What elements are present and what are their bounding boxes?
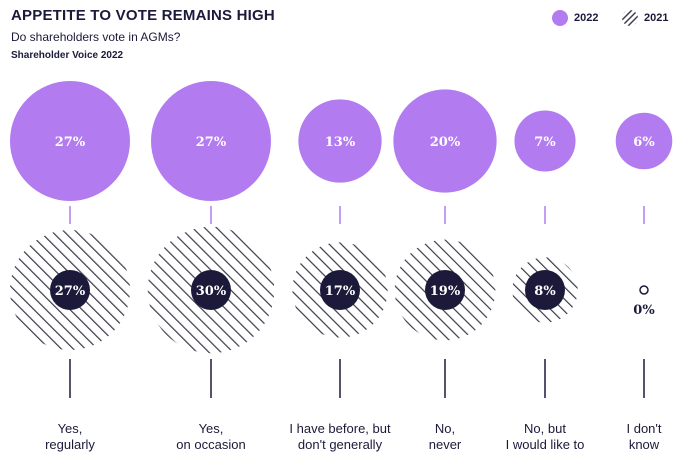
category-label: Yes, bbox=[199, 421, 224, 436]
category-label: regularly bbox=[45, 437, 95, 452]
bubble-2021-core bbox=[50, 270, 90, 310]
bubble-label-2021: 17% bbox=[325, 284, 356, 299]
bubble-2022 bbox=[151, 81, 271, 201]
chart-title: APPETITE TO VOTE REMAINS HIGH bbox=[11, 7, 275, 24]
legend-label-2021: 2021 bbox=[644, 12, 669, 24]
category-label: know bbox=[629, 437, 660, 452]
bubble-label-2022: 20% bbox=[430, 135, 461, 150]
category-label: No, bbox=[435, 421, 455, 436]
bubble-label-2022: 6% bbox=[633, 135, 655, 150]
bubble-label-2021: 0% bbox=[633, 303, 655, 318]
bubble-2022 bbox=[10, 81, 130, 201]
bubble-label-2021: 27% bbox=[55, 284, 86, 299]
category-label: No, but bbox=[524, 421, 566, 436]
legend-item-2021: 2021 bbox=[622, 10, 668, 26]
bubble-2021-core bbox=[320, 270, 360, 310]
legend-item-2022: 2022 bbox=[552, 10, 598, 26]
bubble-label-2021: 8% bbox=[534, 284, 556, 299]
bubble-label-2021: 19% bbox=[430, 284, 461, 299]
bubble-2021-core bbox=[191, 270, 231, 310]
legend-label-2022: 2022 bbox=[574, 12, 599, 24]
bubble-label-2022: 7% bbox=[534, 135, 556, 150]
bubble-label-2022: 13% bbox=[325, 135, 356, 150]
legend-swatch-solid-icon bbox=[552, 10, 568, 26]
category-label: on occasion bbox=[176, 437, 245, 452]
category-label: never bbox=[429, 437, 462, 452]
category-label: Yes, bbox=[58, 421, 83, 436]
chart-subtitle: Do shareholders vote in AGMs? bbox=[11, 30, 181, 44]
bubble-label-2022: 27% bbox=[55, 135, 86, 150]
category-label: I have before, but bbox=[289, 421, 391, 436]
bubble-2021-core bbox=[525, 270, 565, 310]
bubble-2021 bbox=[639, 285, 649, 295]
bubble-2022 bbox=[615, 112, 673, 170]
bubble-label-2021: 30% bbox=[196, 284, 227, 299]
category-label: I would like to bbox=[506, 437, 585, 452]
chart-source: Shareholder Voice 2022 bbox=[11, 50, 124, 61]
category-label: I don't bbox=[626, 421, 661, 436]
bubble-label-2022: 27% bbox=[196, 135, 227, 150]
bubble-2022 bbox=[298, 99, 382, 183]
bubble-2022 bbox=[393, 89, 497, 193]
bubble-2021-core bbox=[425, 270, 465, 310]
legend: 2022 2021 bbox=[494, 10, 694, 30]
category-label: don't generally bbox=[298, 437, 383, 452]
bubble-2022 bbox=[514, 110, 576, 172]
